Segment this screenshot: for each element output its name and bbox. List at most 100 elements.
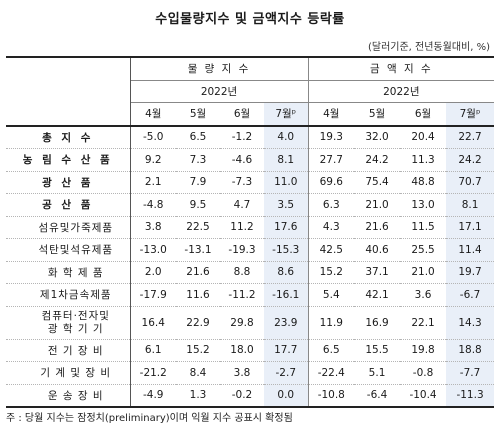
row-label: 섬유및가죽제품 bbox=[6, 216, 130, 239]
month-header: 6월 bbox=[400, 102, 447, 127]
month-header-current: 7월ᵖ bbox=[264, 102, 309, 127]
value-cell: 21.0 bbox=[400, 261, 447, 284]
value-cell: 69.6 bbox=[307, 171, 355, 194]
volume-cell: -21.2 bbox=[129, 361, 176, 385]
volume-cell: 0.0 bbox=[264, 384, 309, 408]
table-row: 농 림 수 산 품 9.2 7.3 -4.6 8.1 27.7 24.2 11.3 24.2 bbox=[6, 148, 495, 172]
data-table: 물 량 지 수 금 액 지 수 2022년 2022년 4월 5월 6월 7월ᵖ… bbox=[6, 56, 495, 408]
value-cell: 17.1 bbox=[446, 216, 495, 239]
value-cell: 24.2 bbox=[446, 148, 495, 172]
volume-cell: 17.6 bbox=[264, 216, 309, 239]
volume-cell: -13.1 bbox=[176, 238, 220, 262]
month-header: 5월 bbox=[354, 102, 401, 127]
volume-cell: 3.5 bbox=[264, 193, 309, 217]
volume-cell: -19.3 bbox=[220, 238, 264, 262]
value-cell: 70.7 bbox=[446, 171, 495, 194]
corner-cell bbox=[6, 56, 130, 127]
table-row: 기 계 및 장 비 -21.2 8.4 3.8 -2.7 -22.4 5.1 -0.8 -7.7 bbox=[6, 361, 495, 385]
unit-note: (달러기준, 전년동월대비, %) bbox=[367, 42, 490, 53]
table-row: 광 산 품 2.1 7.9 -7.3 11.0 69.6 75.4 48.8 70.7 bbox=[6, 171, 495, 194]
volume-cell: 11.6 bbox=[176, 283, 220, 307]
volume-cell: -4.9 bbox=[129, 384, 176, 408]
value-cell: 24.2 bbox=[354, 148, 401, 172]
volume-cell: -16.1 bbox=[264, 283, 309, 307]
volume-cell: 11.0 bbox=[264, 171, 309, 194]
row-label: 기 계 및 장 비 bbox=[6, 361, 130, 385]
value-cell: -10.8 bbox=[307, 384, 355, 408]
volume-cell: 23.9 bbox=[264, 306, 309, 340]
volume-cell: 21.6 bbox=[176, 261, 220, 284]
row-label: 운 송 장 비 bbox=[6, 384, 130, 408]
volume-cell: -17.9 bbox=[129, 283, 176, 307]
table-title: 수입물량지수 및 금액지수 등락률 bbox=[155, 12, 345, 27]
row-label: 석탄및석유제품 bbox=[6, 238, 130, 262]
volume-cell: -4.6 bbox=[220, 148, 264, 172]
value-cell: -6.7 bbox=[446, 283, 495, 307]
table-row: 석탄및석유제품 -13.0 -13.1 -19.3 -15.3 42.5 40.6 25.5 1… bbox=[6, 238, 495, 262]
row-label-line: 광 학 기 기 bbox=[47, 322, 104, 335]
value-cell: 25.5 bbox=[400, 238, 447, 262]
value-cell: 42.5 bbox=[307, 238, 355, 262]
row-label: 컴퓨터·전자및 광 학 기 기 bbox=[6, 306, 130, 340]
row-label: 공 산 품 bbox=[6, 193, 130, 217]
value-cell: 11.4 bbox=[446, 238, 495, 262]
volume-cell: -1.2 bbox=[220, 125, 264, 149]
row-label: 제1차금속제품 bbox=[6, 283, 130, 307]
volume-cell: -7.3 bbox=[220, 171, 264, 194]
volume-cell: 22.5 bbox=[176, 216, 220, 239]
volume-cell: 8.4 bbox=[176, 361, 220, 385]
month-header: 5월 bbox=[176, 102, 220, 127]
value-cell: 48.8 bbox=[400, 171, 447, 194]
volume-cell: 6.5 bbox=[176, 125, 220, 149]
value-cell: 16.9 bbox=[354, 306, 401, 340]
month-header: 4월 bbox=[307, 102, 355, 127]
value-cell: -11.3 bbox=[446, 384, 495, 408]
value-cell: 3.6 bbox=[400, 283, 447, 307]
value-cell: -0.8 bbox=[400, 361, 447, 385]
value-cell: 8.1 bbox=[446, 193, 495, 217]
month-header: 6월 bbox=[220, 102, 264, 127]
volume-cell: 4.0 bbox=[264, 125, 309, 149]
value-cell: 32.0 bbox=[354, 125, 401, 149]
value-cell: 6.5 bbox=[307, 339, 355, 362]
volume-cell: 3.8 bbox=[220, 361, 264, 385]
row-label: 전 기 장 비 bbox=[6, 339, 130, 362]
table-row: 전 기 장 비 6.1 15.2 18.0 17.7 6.5 15.5 19.8 18.8 bbox=[6, 339, 495, 362]
value-cell: 14.3 bbox=[446, 306, 495, 340]
row-label: 총 지 수 bbox=[6, 125, 130, 149]
value-cell: 5.1 bbox=[354, 361, 401, 385]
value-cell: 19.7 bbox=[446, 261, 495, 284]
volume-cell: 3.8 bbox=[129, 216, 176, 239]
value-cell: -10.4 bbox=[400, 384, 447, 408]
value-cell: 6.3 bbox=[307, 193, 355, 217]
volume-cell: -0.2 bbox=[220, 384, 264, 408]
row-label-line: 컴퓨터·전자및 bbox=[41, 309, 110, 322]
volume-year-header: 2022년 bbox=[129, 79, 309, 103]
volume-cell: -15.3 bbox=[264, 238, 309, 262]
volume-cell: 1.3 bbox=[176, 384, 220, 408]
table-row: 섬유및가죽제품 3.8 22.5 11.2 17.6 4.3 21.6 11.5 17.1 bbox=[6, 216, 495, 239]
volume-cell: 18.0 bbox=[220, 339, 264, 362]
volume-cell: 9.2 bbox=[129, 148, 176, 172]
value-cell: 27.7 bbox=[307, 148, 355, 172]
value-cell: 5.4 bbox=[307, 283, 355, 307]
volume-cell: -11.2 bbox=[220, 283, 264, 307]
table-row: 총 지 수 -5.0 6.5 -1.2 4.0 19.3 32.0 20.4 22.7 bbox=[6, 125, 495, 149]
table-row: 운 송 장 비 -4.9 1.3 -0.2 0.0 -10.8 -6.4 -10.4 -11.3 bbox=[6, 384, 495, 408]
row-label: 광 산 품 bbox=[6, 171, 130, 194]
volume-cell: 29.8 bbox=[220, 306, 264, 340]
volume-cell: 22.9 bbox=[176, 306, 220, 340]
table-row: 컴퓨터·전자및 광 학 기 기 16.4 22.9 29.8 23.9 11.9 16.9 22… bbox=[6, 306, 495, 340]
volume-cell: -5.0 bbox=[129, 125, 176, 149]
value-cell: 13.0 bbox=[400, 193, 447, 217]
value-cell: 21.6 bbox=[354, 216, 401, 239]
volume-cell: -13.0 bbox=[129, 238, 176, 262]
month-header-current: 7월ᵖ bbox=[446, 102, 495, 127]
volume-cell: -4.8 bbox=[129, 193, 176, 217]
row-label: 농 림 수 산 품 bbox=[6, 148, 130, 172]
volume-cell: 2.1 bbox=[129, 171, 176, 194]
table-row: 공 산 품 -4.8 9.5 4.7 3.5 6.3 21.0 13.0 8.1 bbox=[6, 193, 495, 217]
value-cell: 15.2 bbox=[307, 261, 355, 284]
month-header: 4월 bbox=[129, 102, 176, 127]
volume-cell: 7.3 bbox=[176, 148, 220, 172]
